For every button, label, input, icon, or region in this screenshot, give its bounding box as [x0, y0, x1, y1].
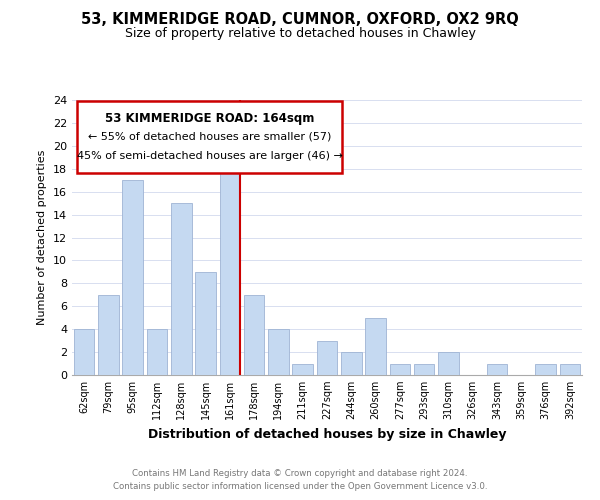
- Bar: [171, 203, 191, 375]
- Y-axis label: Number of detached properties: Number of detached properties: [37, 150, 47, 325]
- Bar: [292, 364, 313, 375]
- Bar: [74, 329, 94, 375]
- Text: Contains public sector information licensed under the Open Government Licence v3: Contains public sector information licen…: [113, 482, 487, 491]
- Bar: [146, 329, 167, 375]
- FancyBboxPatch shape: [77, 102, 342, 173]
- Text: 53 KIMMERIDGE ROAD: 164sqm: 53 KIMMERIDGE ROAD: 164sqm: [105, 112, 314, 126]
- X-axis label: Distribution of detached houses by size in Chawley: Distribution of detached houses by size …: [148, 428, 506, 440]
- Bar: [220, 146, 240, 375]
- Bar: [244, 295, 265, 375]
- Bar: [365, 318, 386, 375]
- Text: Size of property relative to detached houses in Chawley: Size of property relative to detached ho…: [125, 28, 475, 40]
- Text: Contains HM Land Registry data © Crown copyright and database right 2024.: Contains HM Land Registry data © Crown c…: [132, 468, 468, 477]
- Bar: [268, 329, 289, 375]
- Bar: [560, 364, 580, 375]
- Bar: [317, 340, 337, 375]
- Text: 53, KIMMERIDGE ROAD, CUMNOR, OXFORD, OX2 9RQ: 53, KIMMERIDGE ROAD, CUMNOR, OXFORD, OX2…: [81, 12, 519, 28]
- Bar: [414, 364, 434, 375]
- Bar: [487, 364, 508, 375]
- Bar: [389, 364, 410, 375]
- Bar: [98, 295, 119, 375]
- Bar: [122, 180, 143, 375]
- Bar: [438, 352, 459, 375]
- Text: ← 55% of detached houses are smaller (57): ← 55% of detached houses are smaller (57…: [88, 132, 331, 141]
- Bar: [195, 272, 216, 375]
- Bar: [341, 352, 362, 375]
- Bar: [535, 364, 556, 375]
- Text: 45% of semi-detached houses are larger (46) →: 45% of semi-detached houses are larger (…: [77, 151, 343, 161]
